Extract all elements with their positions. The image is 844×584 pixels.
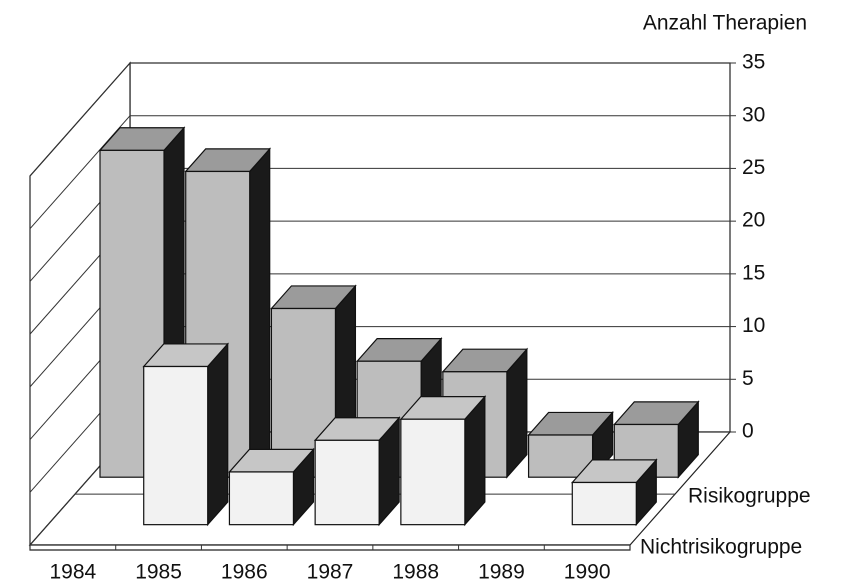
- y-tick-label: 10: [742, 314, 765, 337]
- y-tick-label: 0: [742, 420, 754, 443]
- x-tick-label: 1985: [135, 561, 182, 584]
- floor-edge: [29, 544, 631, 551]
- y-tick-label: 15: [742, 261, 765, 284]
- series-label: Risikogruppe: [688, 485, 811, 508]
- grid-line: [29, 62, 131, 177]
- y-tick-label: 5: [742, 367, 754, 390]
- bar-side: [207, 342, 229, 527]
- bar: [400, 418, 466, 526]
- series-label: Nichtrisikogruppe: [640, 536, 802, 559]
- bar: [314, 439, 380, 526]
- x-tick-label: 1984: [49, 561, 96, 584]
- y-tick-label: 35: [742, 51, 765, 74]
- bar: [527, 434, 594, 478]
- y-tick-label: 30: [742, 103, 765, 126]
- x-tick-label: 1988: [392, 561, 439, 584]
- x-tick-label: 1986: [221, 561, 268, 584]
- x-tick-label: 1987: [307, 561, 354, 584]
- y-tick-label: 25: [742, 156, 765, 179]
- bar-side: [249, 147, 271, 479]
- bar: [228, 471, 295, 526]
- y-tick-label: 20: [742, 209, 765, 232]
- x-tick-label: 1989: [478, 561, 525, 584]
- y-axis-label: Anzahl Therapien: [643, 12, 807, 35]
- bar: [571, 481, 637, 526]
- x-tick-label: 1990: [564, 561, 611, 584]
- bar: [143, 365, 209, 526]
